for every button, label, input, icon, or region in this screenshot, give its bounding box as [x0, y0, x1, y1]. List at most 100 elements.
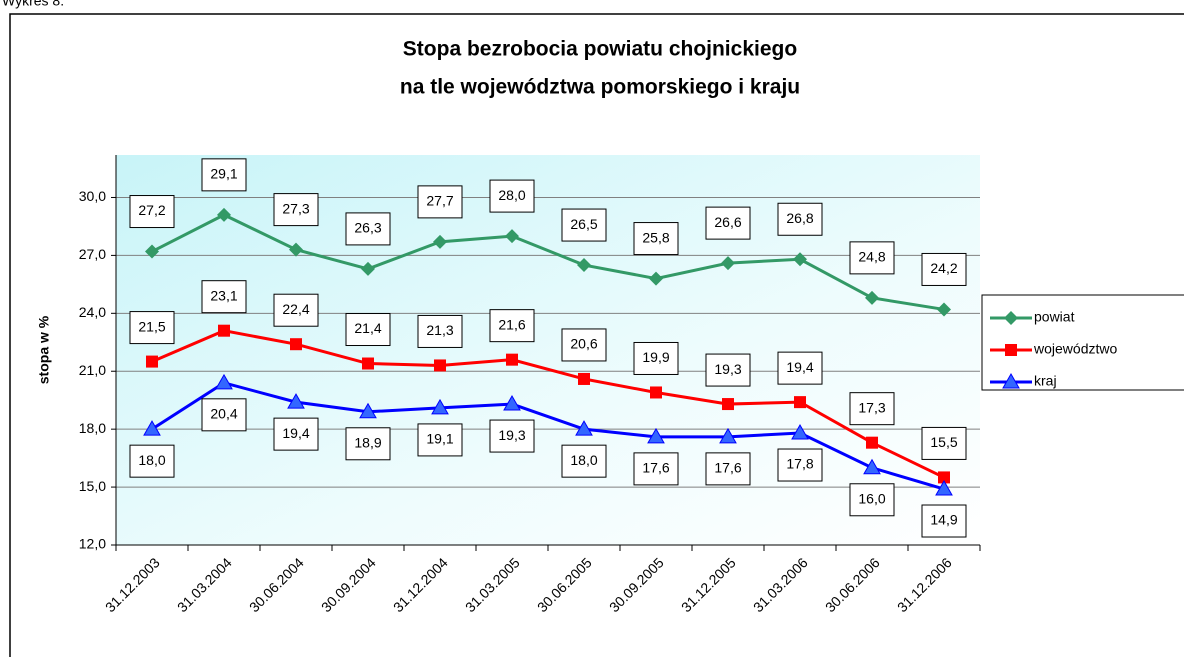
data-label-box	[921, 252, 967, 286]
data-label-box	[273, 193, 319, 227]
data-label: 19,4	[282, 425, 309, 441]
marker	[575, 420, 593, 436]
y-tick-label: 30,0	[79, 188, 106, 204]
marker	[506, 353, 518, 366]
data-label: 28,0	[498, 187, 525, 203]
y-tick-label: 18,0	[79, 420, 106, 436]
data-label-box	[849, 483, 895, 517]
marker	[431, 398, 449, 415]
marker	[865, 290, 879, 305]
data-label: 18,0	[138, 452, 165, 468]
marker	[937, 302, 951, 317]
data-label-box	[777, 448, 823, 482]
data-label: 22,4	[282, 301, 309, 317]
marker	[794, 396, 806, 409]
data-label: 27,2	[138, 202, 165, 218]
data-label: 24,8	[858, 249, 885, 265]
data-label-box	[561, 444, 607, 478]
data-label-box	[345, 427, 391, 461]
data-label-box	[345, 212, 391, 246]
data-label-box	[273, 417, 319, 451]
data-label-box	[561, 208, 607, 242]
data-label-box	[849, 392, 895, 426]
caption: Wykres 8.	[2, 0, 64, 9]
marker	[146, 355, 158, 368]
plot-area	[116, 155, 980, 545]
marker	[503, 395, 521, 411]
data-label: 19,1	[426, 431, 453, 447]
data-label: 20,6	[570, 336, 597, 352]
data-label-box	[201, 158, 247, 192]
data-label: 25,8	[642, 229, 669, 245]
data-label: 26,5	[570, 216, 597, 232]
y-tick-label: 21,0	[79, 362, 106, 378]
marker	[866, 436, 878, 449]
data-label-box	[129, 195, 175, 229]
data-label: 15,5	[930, 434, 957, 450]
data-label-box	[777, 202, 823, 236]
marker	[289, 242, 303, 257]
data-label-box	[489, 309, 535, 343]
chart-title: Stopa bezrobocia powiatu chojnickiego	[403, 38, 797, 61]
marker	[721, 256, 735, 271]
marker	[1002, 372, 1020, 389]
marker	[287, 393, 305, 409]
data-label: 27,3	[282, 200, 309, 216]
marker	[793, 252, 807, 267]
y-tick-label: 15,0	[79, 478, 106, 494]
data-label: 17,6	[642, 460, 669, 476]
chart-title: na tle województwa pomorskiego i kraju	[400, 76, 800, 99]
data-label-box	[489, 179, 535, 213]
y-axis-title: stopa w %	[36, 315, 52, 384]
y-tick-label: 27,0	[79, 246, 106, 262]
data-label: 26,6	[714, 214, 741, 230]
data-label: 26,8	[786, 210, 813, 226]
marker	[649, 271, 663, 286]
data-label: 17,6	[714, 460, 741, 476]
marker	[433, 234, 447, 249]
data-label: 19,3	[498, 427, 525, 443]
legend-label: województwo	[1033, 341, 1117, 357]
data-label: 14,9	[930, 512, 957, 528]
data-label-box	[129, 311, 175, 345]
data-label-box	[633, 222, 679, 256]
marker	[217, 207, 231, 222]
series-line	[151, 381, 945, 491]
marker	[577, 258, 591, 273]
marker	[1005, 344, 1017, 356]
marker	[143, 420, 161, 436]
data-label-box	[201, 398, 247, 432]
marker	[935, 480, 953, 496]
data-label: 19,3	[714, 361, 741, 377]
data-label: 21,6	[498, 316, 525, 332]
marker	[290, 338, 302, 351]
data-label: 23,1	[210, 287, 237, 303]
marker	[791, 424, 809, 440]
data-label-box	[417, 185, 463, 219]
marker	[938, 471, 950, 484]
data-label-box	[273, 293, 319, 327]
marker	[361, 261, 375, 276]
data-label-box	[633, 341, 679, 375]
marker	[505, 229, 519, 244]
data-label: 19,4	[786, 359, 813, 375]
legend-label: kraj	[1034, 373, 1057, 389]
data-label-box	[417, 314, 463, 348]
data-label-box	[345, 313, 391, 347]
marker	[215, 373, 233, 390]
data-label: 24,2	[930, 260, 957, 276]
data-label-box	[561, 328, 607, 362]
data-label: 29,1	[210, 166, 237, 182]
data-label-box	[705, 206, 751, 240]
data-label: 21,3	[426, 322, 453, 338]
marker	[722, 398, 734, 411]
legend	[981, 294, 1184, 391]
marker	[145, 244, 159, 259]
marker	[719, 427, 737, 444]
data-label-box	[777, 351, 823, 385]
data-label-box	[921, 504, 967, 538]
legend-label: powiat	[1034, 309, 1075, 325]
marker	[434, 359, 446, 372]
data-label: 18,0	[570, 452, 597, 468]
